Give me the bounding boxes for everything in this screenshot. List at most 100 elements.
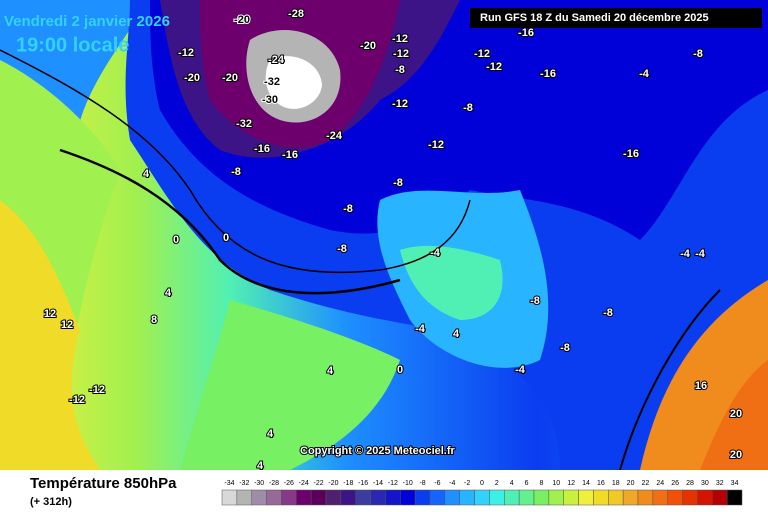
scale-swatch	[236, 489, 252, 506]
map-label: -24	[268, 54, 285, 66]
scale-swatch	[400, 489, 416, 506]
footer-title: Température 850hPa	[30, 475, 177, 492]
map-label: -12	[428, 139, 444, 151]
scale-label: 24	[656, 480, 664, 487]
scale-label: -32	[239, 480, 249, 487]
map-label: -20	[360, 40, 376, 52]
scale-label: 20	[627, 480, 635, 487]
run: Run GFS 18 Z du Samedi 20 décembre 2025	[480, 12, 709, 24]
map-label: -16	[282, 149, 298, 161]
scale-label: 10	[552, 480, 560, 487]
scale-swatch	[370, 489, 386, 506]
map-label: -32	[236, 118, 252, 130]
scale-label: 32	[716, 480, 724, 487]
map-label: 8	[151, 314, 157, 326]
scale-swatch	[444, 489, 460, 506]
copyright: Copyright © 2025 Meteociel.fr	[300, 445, 456, 457]
map-label: 4	[327, 365, 334, 377]
map-label: -4	[415, 323, 426, 335]
scale-swatch	[325, 489, 342, 506]
scale-label: 2	[495, 480, 499, 487]
map-label: -8	[393, 177, 403, 189]
scale-swatch	[385, 489, 401, 506]
scale-swatch	[489, 489, 505, 506]
scale-label: -10	[403, 480, 413, 487]
map-label: 0	[397, 364, 403, 376]
scale-swatch	[608, 489, 624, 506]
map-label: -16	[540, 68, 556, 80]
map-label: -12	[89, 384, 105, 396]
map-label: -8	[231, 166, 241, 178]
scale-swatch	[459, 489, 475, 506]
time: 19:00 locale	[16, 34, 129, 56]
scale-swatch	[563, 489, 579, 506]
scale-label: -24	[299, 480, 309, 487]
map-label: -8	[603, 307, 613, 319]
scale-label: 14	[582, 480, 590, 487]
map-label: -12	[486, 61, 502, 73]
scale-swatch	[296, 489, 312, 506]
scale-label: -22	[314, 480, 324, 487]
scale-swatch	[340, 489, 356, 506]
scale-label: -26	[284, 480, 294, 487]
map-label: 0	[223, 232, 229, 244]
map-label: 4	[257, 460, 264, 472]
scale-swatch	[578, 489, 594, 506]
scale-swatch	[712, 489, 728, 506]
map-label: -12	[69, 394, 85, 406]
scale-swatch	[637, 489, 654, 506]
scale-label: 12	[567, 480, 575, 487]
map-label: -4	[680, 248, 691, 260]
map-label: -16	[254, 143, 270, 155]
map-label: 12	[61, 319, 73, 331]
scale-label: -12	[388, 480, 398, 487]
scale-swatch	[266, 489, 282, 506]
scale-label: -16	[358, 480, 368, 487]
map-label: -24	[326, 130, 343, 142]
map-label: 16	[695, 380, 707, 392]
map-label: -30	[262, 94, 278, 106]
scale-swatch	[667, 489, 683, 506]
map-label: -8	[395, 64, 405, 76]
map-label: -8	[530, 295, 540, 307]
scale-swatch	[518, 489, 535, 506]
map-label: -32	[264, 76, 280, 88]
map-label: -16	[518, 27, 534, 39]
date: Vendredi 2 janvier 2026	[4, 13, 170, 30]
scale-label: -14	[373, 480, 383, 487]
scale-label: 22	[642, 480, 650, 487]
scale-swatch	[622, 489, 639, 506]
map-label: 20	[730, 449, 742, 461]
map-label: -20	[184, 72, 200, 84]
scale-swatch	[429, 489, 446, 506]
run-box	[470, 8, 762, 28]
scale-swatch	[281, 489, 297, 506]
scale-swatch	[593, 489, 609, 506]
scale-swatch	[504, 489, 520, 506]
scale-label: -28	[269, 480, 279, 487]
scale-swatch	[652, 489, 668, 506]
scale-swatch	[414, 489, 431, 506]
scale-label: -30	[254, 480, 264, 487]
scale-label: -4	[449, 480, 455, 487]
map-label: -4	[695, 248, 706, 260]
scale-label: 6	[525, 480, 529, 487]
map-label: -8	[560, 342, 570, 354]
map-label: 4	[453, 328, 460, 340]
scale-swatch	[697, 489, 713, 506]
scale-label: 28	[686, 480, 694, 487]
map-label: 4	[143, 168, 150, 180]
scale-label: -18	[343, 480, 353, 487]
scale-swatch	[310, 489, 327, 506]
map-label: -8	[337, 243, 347, 255]
lead-time: (+ 312h)	[30, 496, 72, 508]
map-label: 20	[730, 408, 742, 420]
scale-swatch	[474, 489, 490, 506]
scale-label: 4	[510, 480, 514, 487]
scale-label: -6	[434, 480, 440, 487]
scale-label: 18	[612, 480, 620, 487]
map-field	[0, 0, 768, 471]
map-label: -8	[463, 102, 473, 114]
map-label: -8	[343, 203, 353, 215]
map-label: 0	[173, 234, 179, 246]
